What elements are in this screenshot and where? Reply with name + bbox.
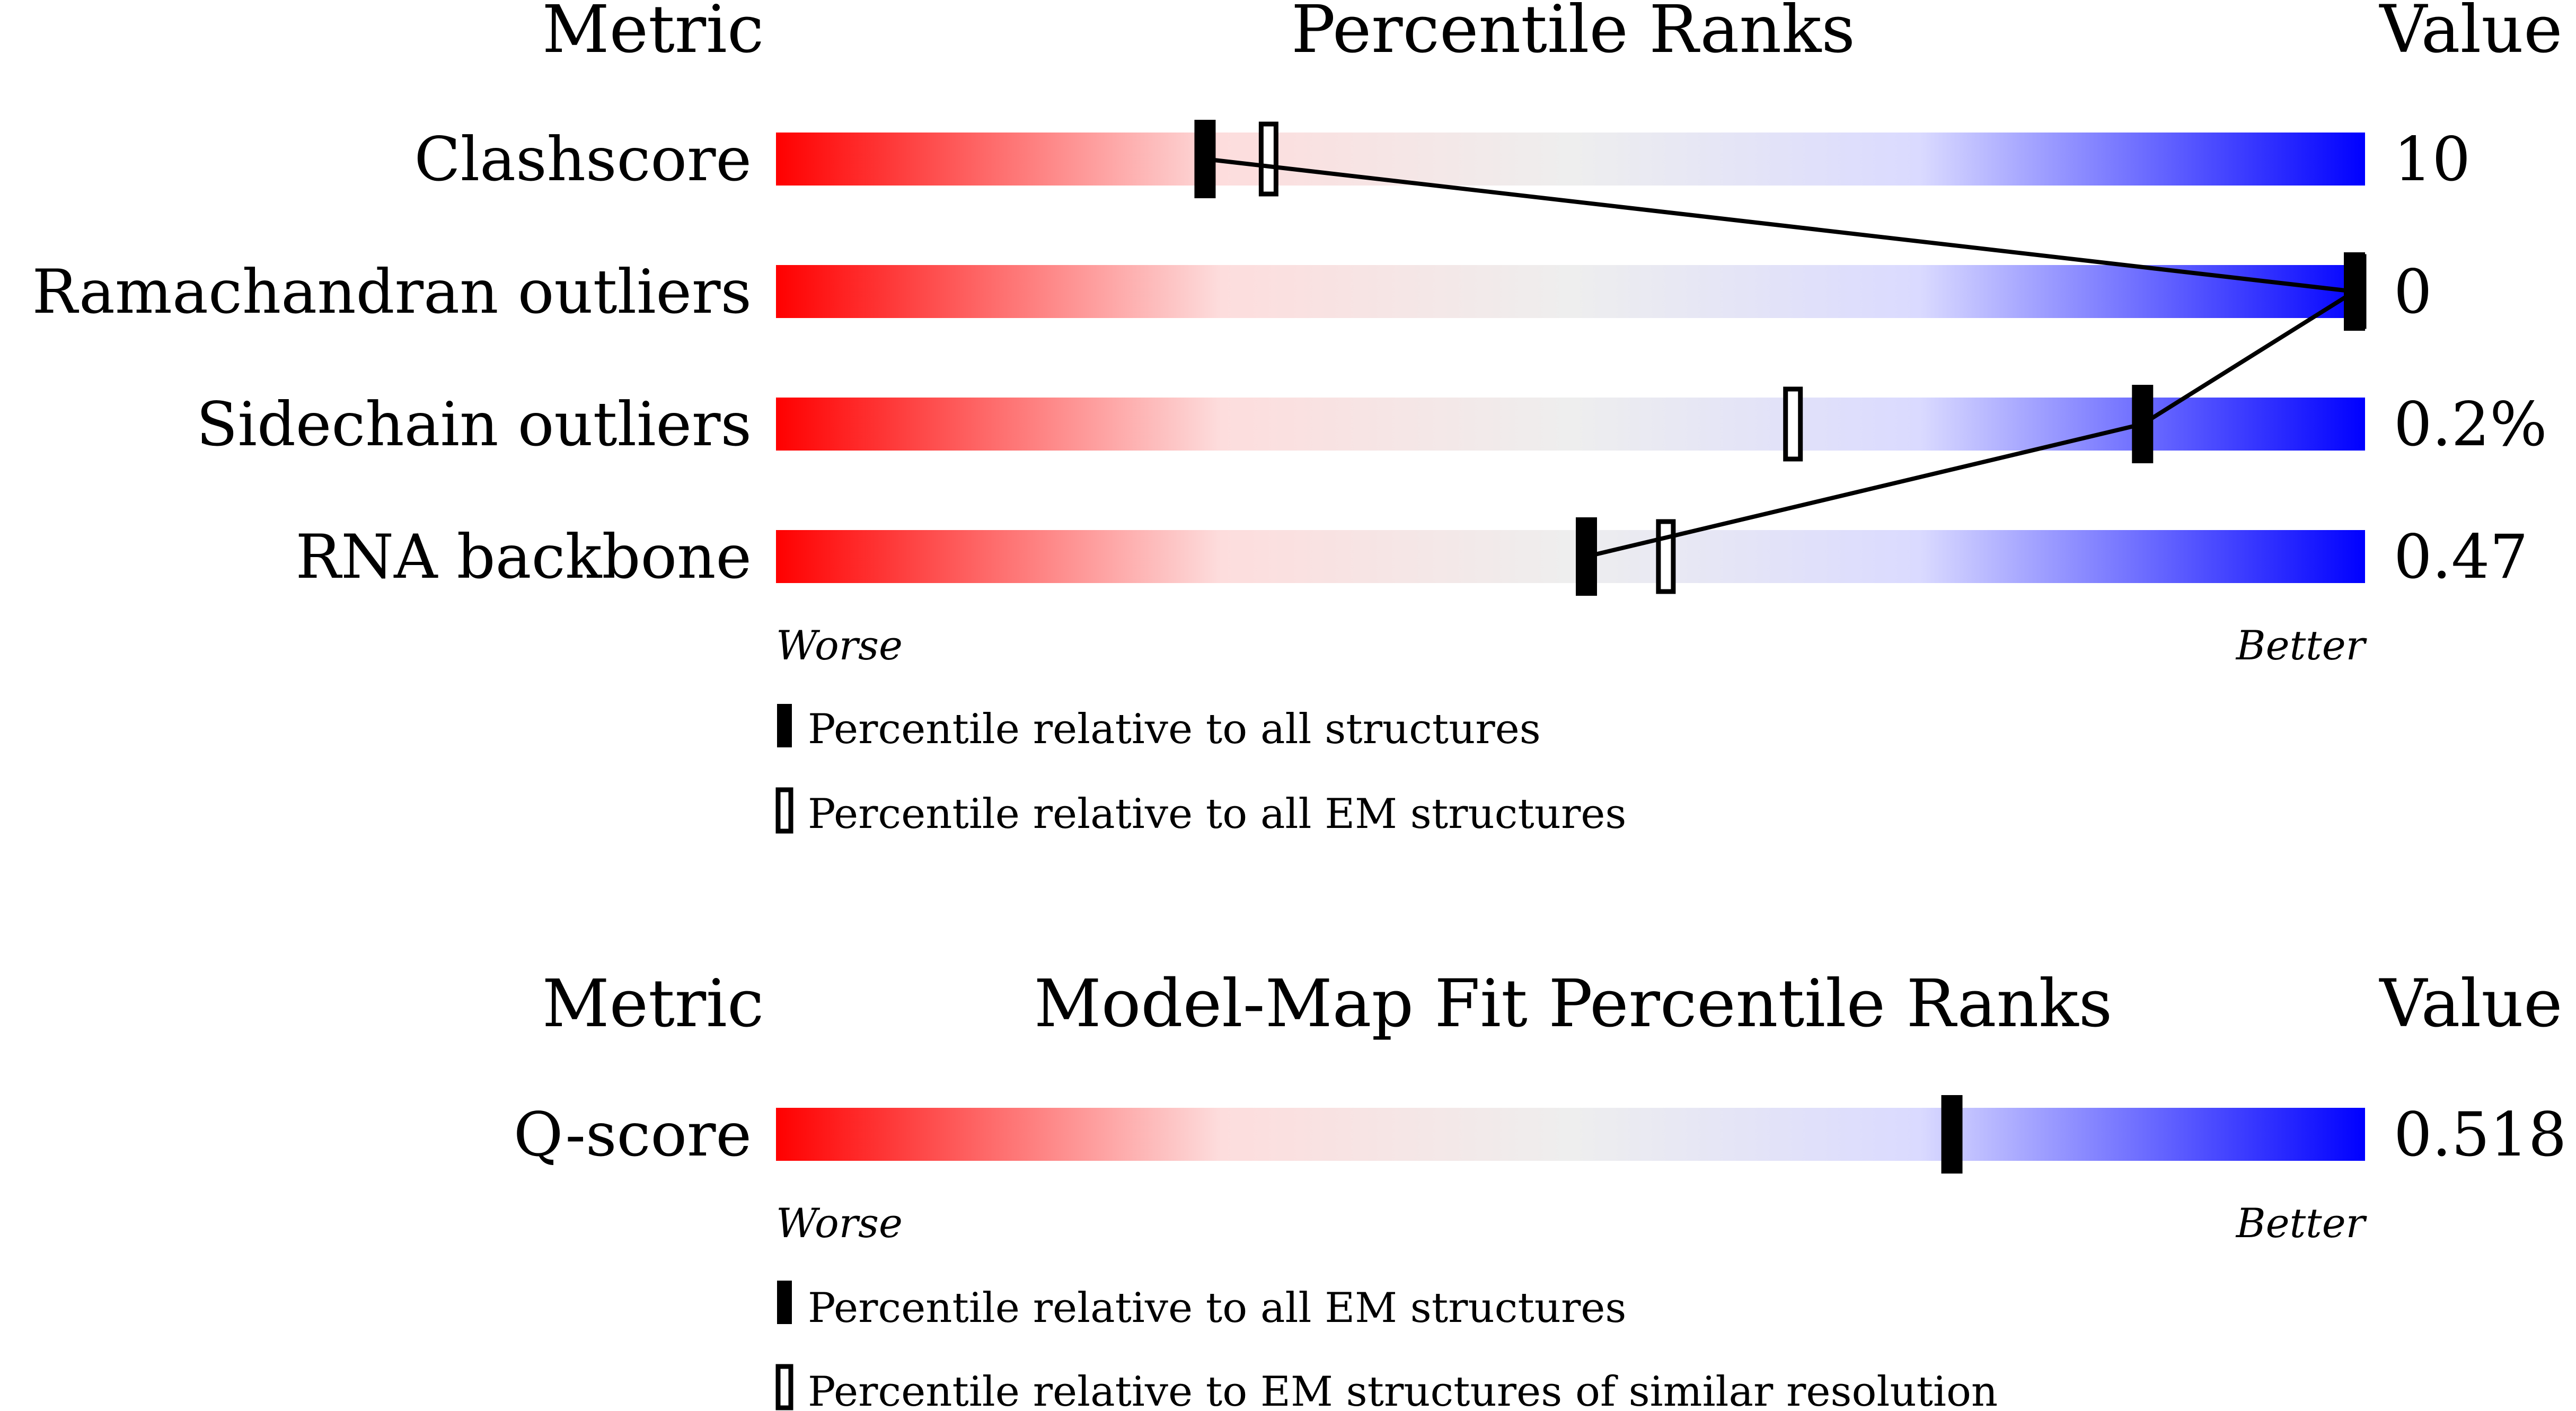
panel-1-scale: Worse Better [776, 622, 2368, 669]
value-column-header: Value [2379, 966, 2563, 1042]
legend-filled-label: Percentile relative to all structures [808, 706, 1541, 753]
metric-label: Sidechain outliers [196, 389, 752, 460]
metric-column-header: Metric [542, 0, 764, 68]
better-label: Better [2235, 622, 2368, 669]
panel-1-rows: Clashscore 10 Ramachandran outliers 0 Sidech… [32, 120, 2547, 596]
legend-open-label: Percentile relative to all EM structures [808, 790, 1626, 838]
metric-value: 10 [2394, 124, 2471, 195]
metric-column-header: Metric [542, 966, 764, 1042]
chart-title: Model-Map Fit Percentile Ranks [1034, 966, 2113, 1042]
open-percentile-marker [1783, 386, 1803, 462]
percentile-gradient-bar [776, 1108, 2365, 1161]
metric-label: Ramachandran outliers [32, 257, 752, 327]
percentile-gradient-bar [776, 133, 2365, 186]
open-percentile-marker [1258, 121, 1278, 197]
legend-open-marker [775, 1364, 793, 1410]
percentile-gradient-bar [776, 398, 2365, 451]
metric-value: 0.2% [2394, 389, 2547, 460]
legend-filled-label: Percentile relative to all EM structures [808, 1284, 1626, 1332]
percentile-gradient-bar [776, 265, 2365, 318]
legend-open-marker [775, 787, 793, 834]
metric-value: 0.47 [2394, 522, 2528, 592]
metric-row: Ramachandran outliers 0 [32, 252, 2432, 331]
panel-2-header: Metric Model-Map Fit Percentile Ranks Va… [542, 966, 2563, 1042]
panel-1-legend: Percentile relative to all structures Pe… [775, 704, 1626, 838]
metric-row: Clashscore 10 [414, 120, 2471, 198]
metric-label: Clashscore [414, 124, 752, 195]
legend-open-label: Percentile relative to EM structures of … [808, 1368, 1998, 1411]
filled-percentile-marker [1941, 1095, 1963, 1174]
metric-row: Q-score 0.518 [514, 1095, 2566, 1174]
metric-label: Q-score [514, 1099, 752, 1170]
percentile-connector-line [1205, 157, 2361, 559]
metric-row: RNA backbone 0.47 [295, 517, 2528, 596]
percentile-gradient-bar [776, 530, 2365, 583]
better-label: Better [2235, 1200, 2368, 1247]
metric-row: Sidechain outliers 0.2% [196, 385, 2547, 463]
legend-filled-marker [777, 1281, 792, 1324]
worse-label: Worse [776, 1200, 903, 1247]
metric-value: 0.518 [2394, 1099, 2566, 1170]
panel-2-legend: Percentile relative to all EM structures… [775, 1281, 1998, 1411]
legend-filled-marker [777, 704, 792, 747]
metric-value: 0 [2394, 257, 2432, 327]
panel-2-scale: Worse Better [776, 1200, 2368, 1247]
open-percentile-marker [1656, 519, 1676, 594]
worse-label: Worse [776, 622, 903, 669]
value-column-header: Value [2379, 0, 2563, 68]
chart-title: Percentile Ranks [1291, 0, 1855, 68]
metric-label: RNA backbone [295, 522, 752, 592]
panel-2-rows: Q-score 0.518 [514, 1095, 2566, 1174]
panel-1-header: Metric Percentile Ranks Value [542, 0, 2563, 68]
